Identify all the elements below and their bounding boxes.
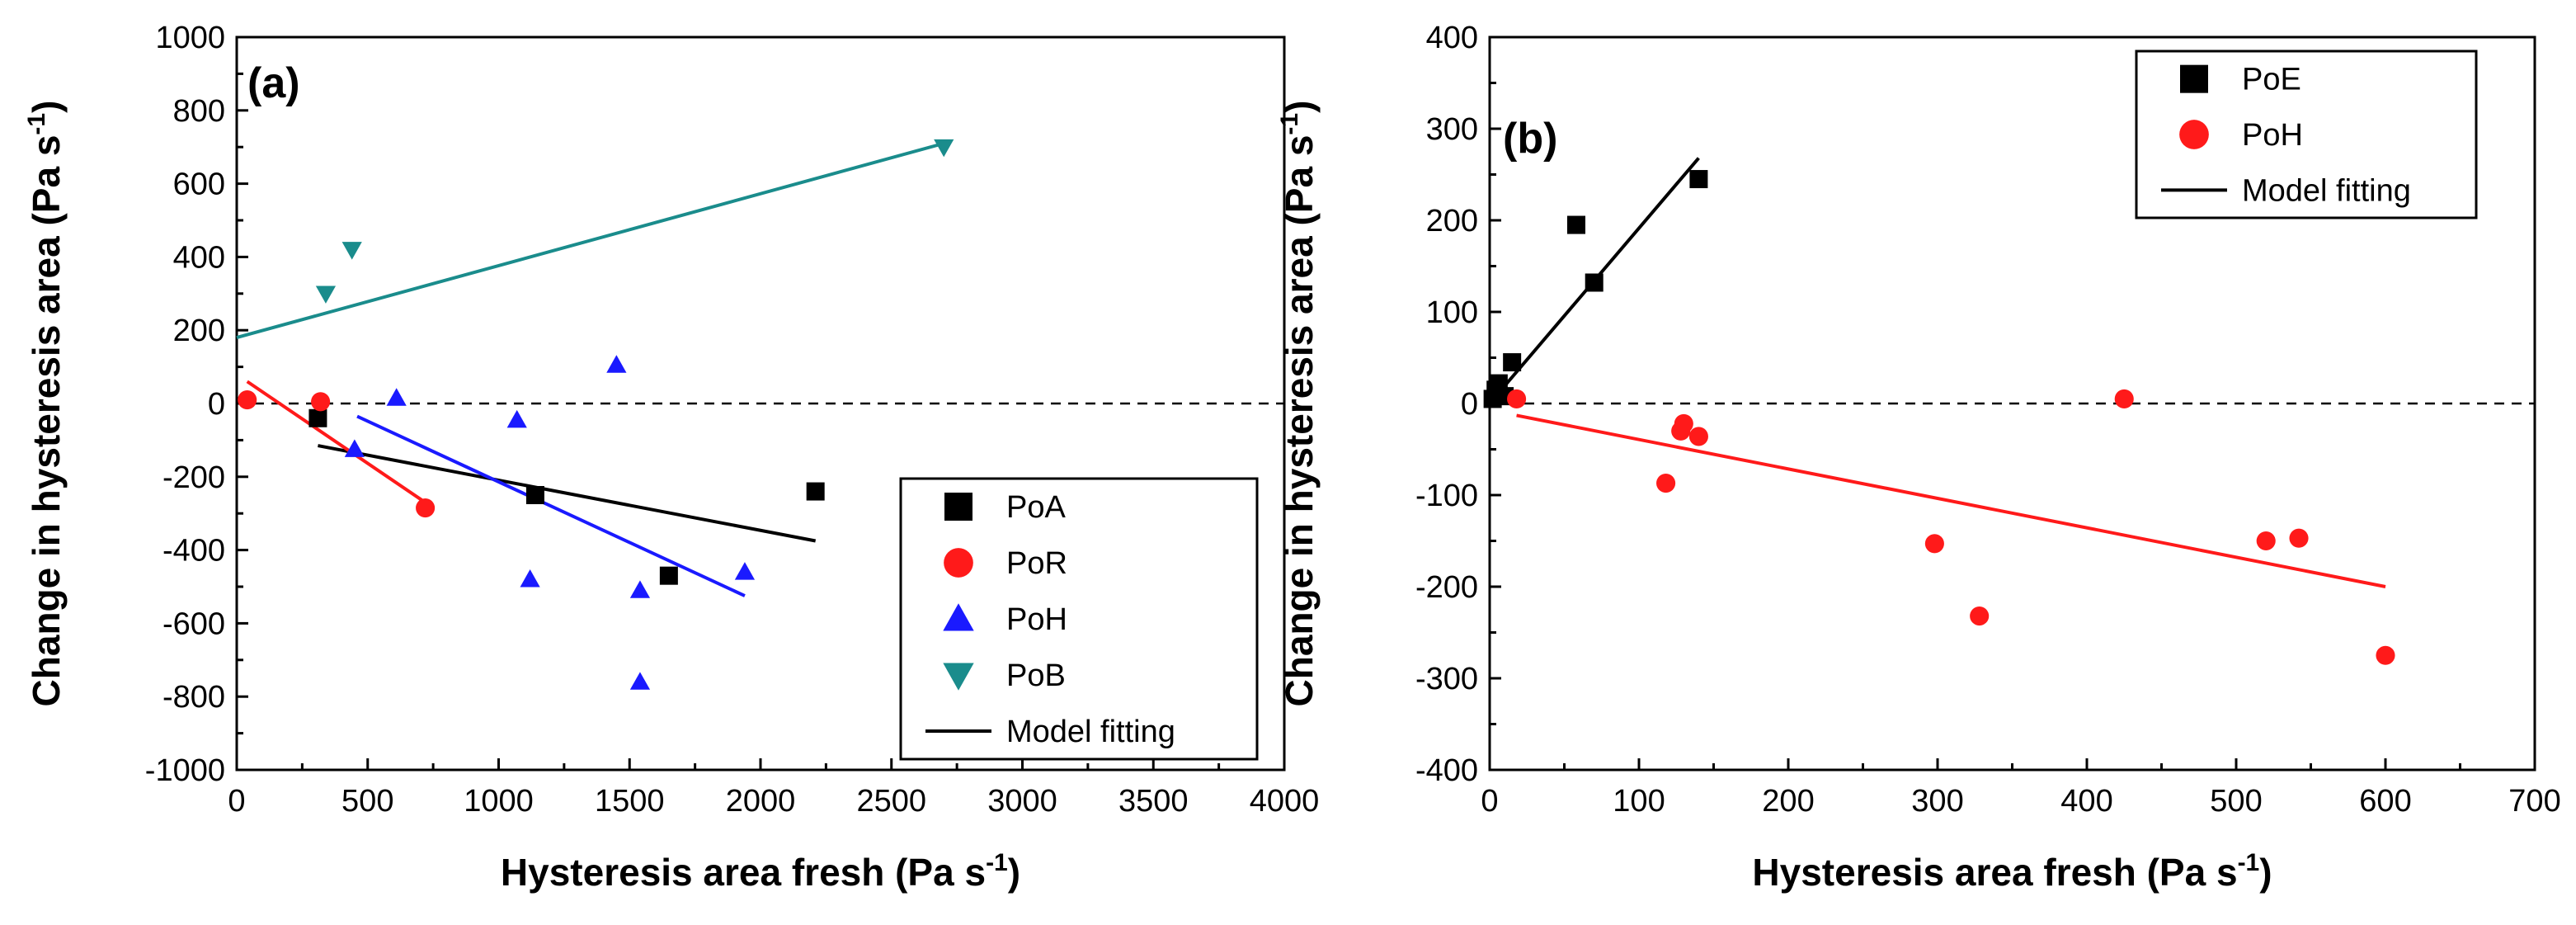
x-tick-label: 500 <box>2210 784 2262 819</box>
data-point-poe <box>1585 273 1604 292</box>
y-tick-label: -600 <box>162 606 225 641</box>
y-tick-label: 800 <box>173 94 225 129</box>
data-point-poa <box>659 566 678 585</box>
legend-marker-poh <box>943 603 974 631</box>
data-point-poh <box>1688 427 1708 446</box>
data-point-por <box>311 392 331 412</box>
x-tick-label: 0 <box>228 784 245 819</box>
data-point-por <box>416 498 436 518</box>
legend-label-poa: PoA <box>1006 490 1066 525</box>
data-point-poe <box>1689 170 1708 189</box>
data-point-poh <box>2376 645 2395 665</box>
y-tick-label: 100 <box>1426 295 1478 330</box>
data-point-poh <box>1970 606 1990 626</box>
legend-label-por: PoR <box>1006 546 1067 581</box>
x-tick-label: 1000 <box>464 784 534 819</box>
fit-line-poa <box>318 444 817 543</box>
data-point-poh <box>386 388 407 406</box>
x-tick-label: 3000 <box>987 784 1057 819</box>
y-tick-label: 300 <box>1426 112 1478 147</box>
y-tick-label: 400 <box>1426 21 1478 55</box>
legend-label-poh: PoH <box>1006 602 1067 637</box>
x-tick-label: 500 <box>341 784 393 819</box>
x-tick-label: 1500 <box>595 784 665 819</box>
data-point-poa <box>308 408 327 427</box>
y-tick-label: 600 <box>173 168 225 202</box>
x-tick-label: 300 <box>1911 784 1963 819</box>
x-tick-label: 100 <box>1613 784 1665 819</box>
panel-label: (a) <box>247 59 300 107</box>
x-tick-label: 2000 <box>726 784 796 819</box>
x-tick-label: 400 <box>2060 784 2112 819</box>
legend-label-model-fitting: Model fitting <box>2242 173 2411 208</box>
legend-marker-pob <box>943 663 974 691</box>
panel-a: 0 500 1000 1500 2000 2500 3000 3500 4000-1000-80… <box>23 21 1319 894</box>
y-tick-label: 0 <box>1461 387 1478 422</box>
data-point-poh <box>2289 528 2309 548</box>
y-tick-label: 1000 <box>155 21 225 55</box>
x-tick-label: 2500 <box>856 784 926 819</box>
fit-line-por <box>246 380 426 504</box>
data-point-poa <box>806 482 825 501</box>
legend: PoE PoH Model fitting <box>2135 50 2478 219</box>
legend-label-poe: PoE <box>2242 63 2301 97</box>
fit-line-poh <box>1516 413 2386 588</box>
y-tick-label: -200 <box>162 460 225 495</box>
data-point-poa <box>525 486 544 504</box>
data-point-poh <box>1507 389 1527 409</box>
legend-label-pob: PoB <box>1006 658 1066 693</box>
y-tick-label: 200 <box>1426 204 1478 238</box>
data-point-poh <box>629 672 651 690</box>
legend-marker-poe <box>2180 64 2208 93</box>
y-tick-label: 200 <box>173 314 225 348</box>
data-point-poh <box>629 580 651 598</box>
data-point-poh <box>344 439 365 457</box>
data-point-poh <box>734 562 756 580</box>
data-point-poh <box>2114 389 2134 409</box>
y-axis-title: Change in hysteresis area (Pa s-1) <box>23 101 68 707</box>
y-axis-title: Change in hysteresis area (Pa s-1) <box>1276 101 1321 707</box>
data-point-poh <box>606 355 627 373</box>
x-tick-label: 0 <box>1481 784 1498 819</box>
data-point-poh <box>1924 534 1944 554</box>
y-tick-label: -100 <box>1415 479 1478 513</box>
x-tick-label: 3500 <box>1118 784 1189 819</box>
data-point-poh <box>520 569 540 588</box>
y-tick-label: -300 <box>1415 662 1478 696</box>
panel-b: 0 100 200 300 400 500 600 700 -400 -300 -200 -100 0 1… <box>1276 21 2561 894</box>
data-point-poh <box>506 409 527 428</box>
y-tick-label: -200 <box>1415 570 1478 605</box>
data-point-poh <box>1674 413 1693 433</box>
y-tick-label: -800 <box>162 680 225 715</box>
x-tick-label: 4000 <box>1250 784 1320 819</box>
x-axis-title: Hysteresis area fresh (Pa s-1) <box>1752 849 2272 894</box>
data-point-poh <box>1656 474 1676 493</box>
y-tick-label: 0 <box>208 387 225 422</box>
data-point-pob <box>341 242 362 260</box>
panel-label: (b) <box>1503 115 1557 163</box>
x-axis-title: Hysteresis area fresh (Pa s-1) <box>501 849 1020 894</box>
y-tick-label: -400 <box>1415 753 1478 788</box>
fit-line-pob <box>236 141 944 340</box>
data-point-poh <box>2256 531 2276 551</box>
x-tick-label: 200 <box>1762 784 1814 819</box>
legend-label-poh: PoH <box>2242 118 2303 153</box>
x-tick-label: 600 <box>2359 784 2411 819</box>
fit-line-poh <box>356 414 746 597</box>
data-point-pob <box>934 139 954 158</box>
data-point-pob <box>315 286 337 304</box>
legend-marker-poh <box>2179 120 2209 149</box>
x-tick-label: 700 <box>2508 784 2560 819</box>
y-tick-label: -1000 <box>145 753 225 788</box>
legend-marker-por <box>944 548 973 578</box>
legend-marker-poa <box>944 493 972 521</box>
legend: PoA PoR PoH PoB Model fitting <box>899 477 1259 761</box>
y-tick-label: -400 <box>162 534 225 569</box>
data-point-poe <box>1566 215 1585 234</box>
data-point-poe <box>1503 353 1522 372</box>
data-point-por <box>238 390 257 410</box>
y-tick-label: 400 <box>173 240 225 275</box>
legend-label-model-fitting: Model fitting <box>1006 715 1175 749</box>
